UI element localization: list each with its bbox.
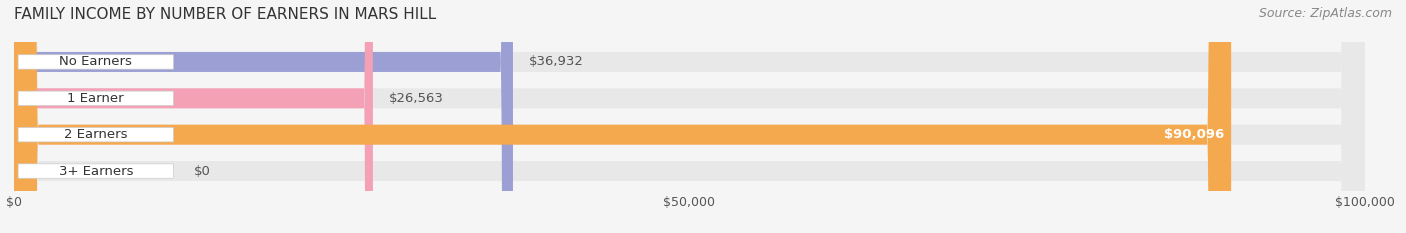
Text: $36,932: $36,932 bbox=[529, 55, 583, 69]
Text: $0: $0 bbox=[194, 164, 211, 178]
FancyBboxPatch shape bbox=[14, 0, 1365, 233]
FancyBboxPatch shape bbox=[18, 91, 173, 106]
FancyBboxPatch shape bbox=[18, 55, 173, 69]
FancyBboxPatch shape bbox=[14, 0, 373, 233]
FancyBboxPatch shape bbox=[14, 0, 1365, 233]
Text: $90,096: $90,096 bbox=[1164, 128, 1225, 141]
FancyBboxPatch shape bbox=[18, 164, 173, 178]
Text: $26,563: $26,563 bbox=[389, 92, 444, 105]
FancyBboxPatch shape bbox=[14, 0, 1232, 233]
FancyBboxPatch shape bbox=[14, 0, 1365, 233]
FancyBboxPatch shape bbox=[14, 0, 1365, 233]
Text: Source: ZipAtlas.com: Source: ZipAtlas.com bbox=[1258, 7, 1392, 20]
FancyBboxPatch shape bbox=[14, 0, 513, 233]
Text: 1 Earner: 1 Earner bbox=[67, 92, 124, 105]
Text: FAMILY INCOME BY NUMBER OF EARNERS IN MARS HILL: FAMILY INCOME BY NUMBER OF EARNERS IN MA… bbox=[14, 7, 436, 22]
Text: 2 Earners: 2 Earners bbox=[65, 128, 128, 141]
Text: 3+ Earners: 3+ Earners bbox=[59, 164, 134, 178]
Text: No Earners: No Earners bbox=[59, 55, 132, 69]
FancyBboxPatch shape bbox=[18, 127, 173, 142]
